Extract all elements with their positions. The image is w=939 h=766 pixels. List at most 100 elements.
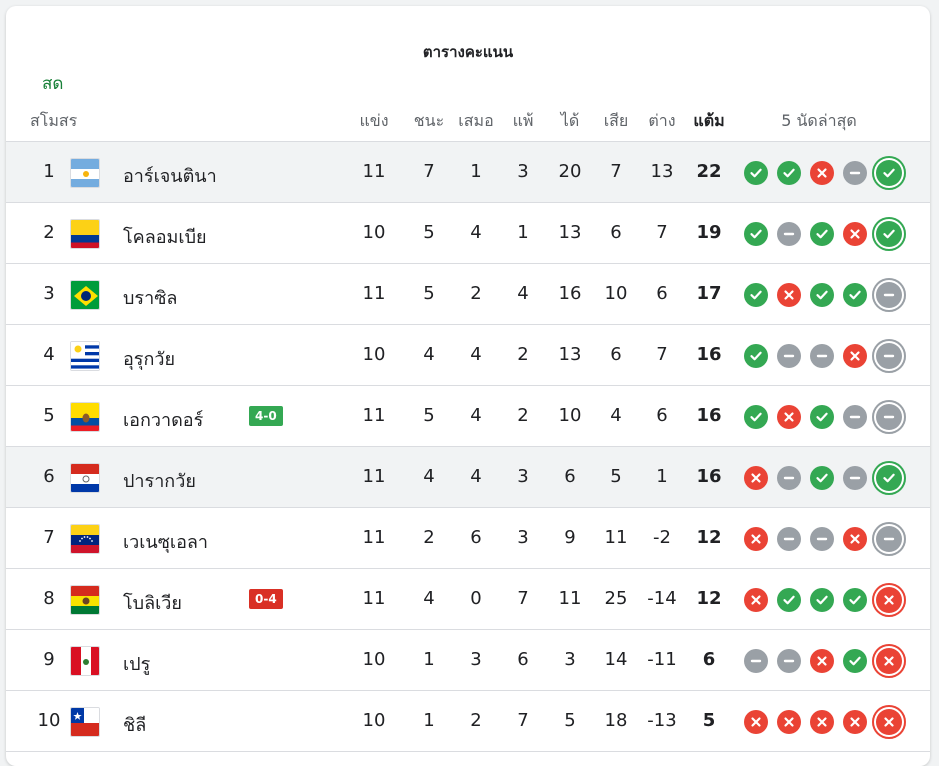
loss-x-icon[interactable] — [872, 644, 906, 678]
draw-dash-icon[interactable] — [744, 649, 768, 673]
loss-x-icon[interactable] — [843, 222, 867, 246]
team-rank: 6 — [43, 466, 55, 487]
stat-drawn: 6 — [470, 527, 482, 548]
table-row[interactable]: 9 เปรู 10 1 3 6 3 14 -11 6 — [6, 630, 930, 691]
stat-lost: 7 — [517, 710, 529, 731]
team-name[interactable]: โคลอมเบีย — [123, 227, 207, 248]
stat-gd: 6 — [656, 405, 668, 426]
draw-dash-icon[interactable] — [872, 278, 906, 312]
loss-x-icon[interactable] — [744, 466, 768, 490]
win-check-icon[interactable] — [777, 161, 801, 185]
win-check-icon[interactable] — [744, 283, 768, 307]
draw-dash-icon[interactable] — [843, 161, 867, 185]
stat-gd: 6 — [656, 283, 668, 304]
brazil-flag-icon — [70, 280, 100, 310]
win-check-icon[interactable] — [810, 405, 834, 429]
table-row[interactable]: 8 โบลิเวีย 0-4 11 4 0 7 11 25 -14 12 — [6, 569, 930, 630]
header-played: แข่ง — [359, 111, 389, 130]
live-score-badge[interactable]: 0-4 — [249, 589, 283, 609]
team-name[interactable]: อาร์เจนตินา — [123, 166, 217, 187]
win-check-icon[interactable] — [777, 588, 801, 612]
table-row[interactable]: 3 บราซิล 11 5 2 4 16 10 6 17 — [6, 264, 930, 325]
win-check-icon[interactable] — [872, 461, 906, 495]
loss-x-icon[interactable] — [810, 161, 834, 185]
table-row[interactable]: 4 อุรุกวัย 10 4 4 2 13 6 7 16 — [6, 325, 930, 386]
win-check-icon[interactable] — [843, 649, 867, 673]
stat-gf: 3 — [564, 649, 576, 670]
loss-x-icon[interactable] — [777, 710, 801, 734]
loss-x-icon[interactable] — [744, 710, 768, 734]
loss-x-icon[interactable] — [872, 705, 906, 739]
table-row[interactable]: 6 ปารากวัย 11 4 4 3 6 5 1 16 — [6, 447, 930, 508]
win-check-icon[interactable] — [810, 283, 834, 307]
table-row[interactable]: 2 โคลอมเบีย 10 5 4 1 13 6 7 19 — [6, 203, 930, 264]
team-name[interactable]: อุรุกวัย — [123, 349, 176, 370]
draw-dash-icon[interactable] — [872, 400, 906, 434]
stat-gd: -14 — [647, 588, 677, 609]
loss-x-icon[interactable] — [843, 710, 867, 734]
stat-lost: 3 — [517, 527, 529, 548]
table-row[interactable]: 1 อาร์เจนตินา 11 7 1 3 20 7 13 22 — [6, 142, 930, 203]
stat-ga: 10 — [604, 283, 628, 304]
loss-x-icon[interactable] — [744, 588, 768, 612]
table-row[interactable]: 10 ชิลี 10 1 2 7 5 18 -13 5 — [6, 691, 930, 752]
draw-dash-icon[interactable] — [872, 339, 906, 373]
header-gf: ได้ — [560, 111, 580, 130]
header-drawn: เสมอ — [458, 111, 494, 130]
loss-x-icon[interactable] — [843, 527, 867, 551]
draw-dash-icon[interactable] — [777, 344, 801, 368]
stat-played: 11 — [362, 405, 386, 426]
win-check-icon[interactable] — [744, 161, 768, 185]
stat-won: 5 — [423, 405, 435, 426]
table-header: สโมสร แข่ง ชนะ เสมอ แพ้ ได้ เสีย ต่าง แต… — [6, 105, 930, 142]
win-check-icon[interactable] — [843, 588, 867, 612]
team-name[interactable]: บราซิล — [123, 288, 178, 309]
stat-drawn: 2 — [470, 710, 482, 731]
stat-won: 4 — [423, 588, 435, 609]
stat-won: 4 — [423, 466, 435, 487]
team-name[interactable]: ชิลี — [123, 715, 147, 736]
win-check-icon[interactable] — [810, 222, 834, 246]
live-label[interactable]: สด — [42, 74, 64, 94]
team-name[interactable]: โบลิเวีย — [123, 593, 182, 614]
loss-x-icon[interactable] — [777, 405, 801, 429]
loss-x-icon[interactable] — [810, 649, 834, 673]
team-rank: 4 — [43, 344, 55, 365]
win-check-icon[interactable] — [744, 344, 768, 368]
draw-dash-icon[interactable] — [777, 466, 801, 490]
stat-gd: -11 — [647, 649, 677, 670]
stat-won: 5 — [423, 222, 435, 243]
table-row[interactable]: 7 เวเนซุเอลา 11 2 6 3 9 11 -2 12 — [6, 508, 930, 569]
loss-x-icon[interactable] — [777, 283, 801, 307]
win-check-icon[interactable] — [744, 222, 768, 246]
draw-dash-icon[interactable] — [810, 344, 834, 368]
draw-dash-icon[interactable] — [777, 222, 801, 246]
stat-drawn: 4 — [470, 222, 482, 243]
win-check-icon[interactable] — [810, 466, 834, 490]
loss-x-icon[interactable] — [872, 583, 906, 617]
recent-form — [744, 156, 914, 190]
team-name[interactable]: ปารากวัย — [123, 471, 196, 492]
draw-dash-icon[interactable] — [843, 405, 867, 429]
team-name[interactable]: เปรู — [123, 654, 151, 675]
win-check-icon[interactable] — [843, 283, 867, 307]
loss-x-icon[interactable] — [843, 344, 867, 368]
live-score-badge[interactable]: 4-0 — [249, 406, 283, 426]
loss-x-icon[interactable] — [744, 527, 768, 551]
table-row[interactable]: 5 เอกวาดอร์ 4-0 11 5 4 2 10 4 6 16 — [6, 386, 930, 447]
win-check-icon[interactable] — [872, 156, 906, 190]
stat-gd: 7 — [656, 344, 668, 365]
draw-dash-icon[interactable] — [777, 527, 801, 551]
draw-dash-icon[interactable] — [777, 649, 801, 673]
team-name[interactable]: เอกวาดอร์ — [123, 410, 204, 431]
loss-x-icon[interactable] — [810, 710, 834, 734]
win-check-icon[interactable] — [872, 217, 906, 251]
draw-dash-icon[interactable] — [872, 522, 906, 556]
win-check-icon[interactable] — [810, 588, 834, 612]
stat-won: 5 — [423, 283, 435, 304]
stat-played: 10 — [362, 344, 386, 365]
team-name[interactable]: เวเนซุเอลา — [123, 532, 209, 553]
draw-dash-icon[interactable] — [843, 466, 867, 490]
win-check-icon[interactable] — [744, 405, 768, 429]
draw-dash-icon[interactable] — [810, 527, 834, 551]
